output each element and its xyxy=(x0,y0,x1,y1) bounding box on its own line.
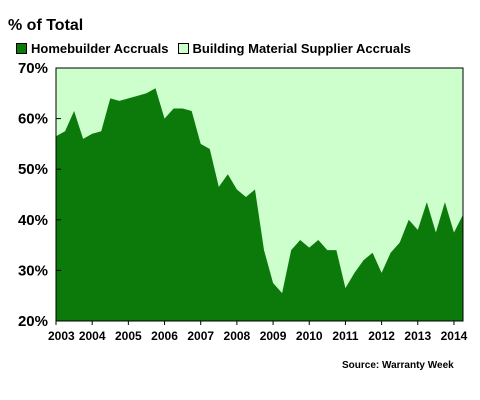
x-tick-label: 2012 xyxy=(368,329,395,343)
x-tick-label: 2010 xyxy=(296,329,323,343)
x-tick-label: 2008 xyxy=(224,329,251,343)
legend-label-supplier: Building Material Supplier Accruals xyxy=(192,41,411,56)
x-tick-label: 2014 xyxy=(441,329,468,343)
x-tick-label: 2004 xyxy=(79,329,106,343)
legend-swatch-supplier xyxy=(177,43,189,54)
x-tick-label: 2003 xyxy=(48,329,75,343)
legend: Homebuilder Accruals Building Material S… xyxy=(16,41,420,56)
y-tick-label: 60% xyxy=(18,111,48,128)
x-tick-label: 2007 xyxy=(187,329,214,343)
y-axis-ticks: 20% 30% 40% 50% 60% 70% xyxy=(18,60,61,330)
plot-border xyxy=(55,67,464,322)
x-tick-label: 2005 xyxy=(115,329,142,343)
legend-item-homebuilder: Homebuilder Accruals xyxy=(16,41,169,56)
y-tick-label: 40% xyxy=(18,212,48,229)
x-tick-label: 2011 xyxy=(332,329,358,343)
source-note: Source: Warranty Week xyxy=(342,360,454,371)
legend-label-homebuilder: Homebuilder Accruals xyxy=(31,41,169,56)
y-tick-label: 70% xyxy=(18,60,48,77)
legend-swatch-homebuilder xyxy=(16,43,27,54)
y-tick-label: 30% xyxy=(18,262,48,279)
homebuilder-area xyxy=(56,88,463,322)
x-tick-label: 2013 xyxy=(404,329,431,343)
y-axis-title: % of Total xyxy=(8,17,84,34)
y-tick-label: 50% xyxy=(18,161,48,178)
x-axis-ticks: 2003 2004 2005 2006 2007 2008 2009 2010 2011 2012… xyxy=(48,321,468,343)
legend-item-supplier: Building Material Supplier Accruals xyxy=(177,41,411,56)
x-tick-label: 2009 xyxy=(260,329,287,343)
y-tick-label: 20% xyxy=(18,313,48,330)
x-tick-label: 2006 xyxy=(151,329,178,343)
